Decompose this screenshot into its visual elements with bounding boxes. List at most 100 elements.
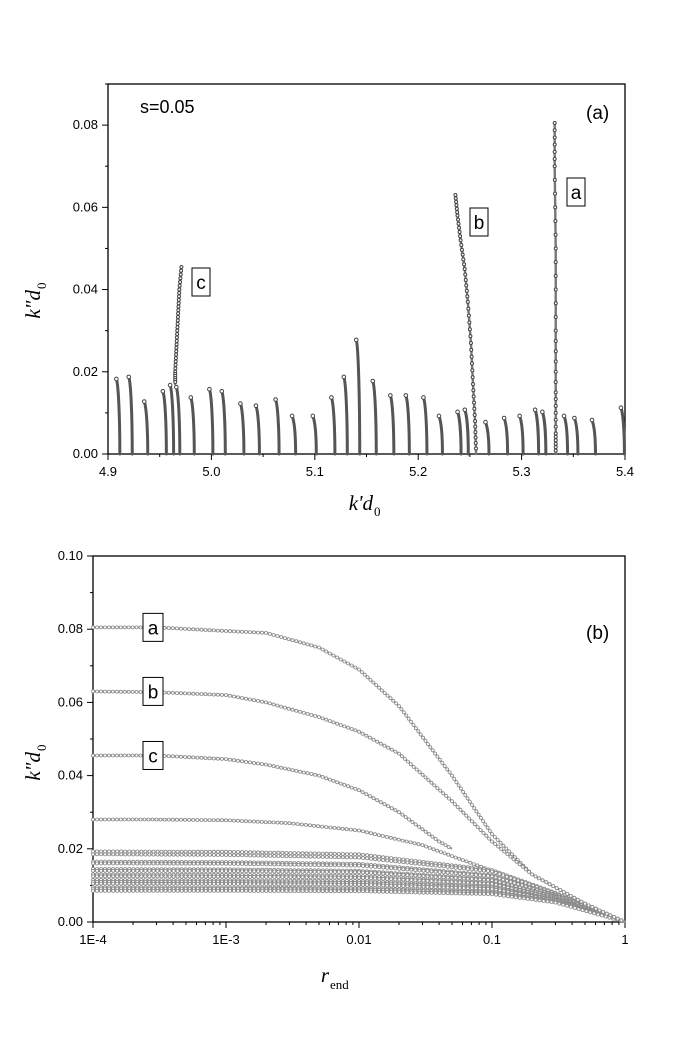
curve-2-point	[304, 851, 309, 856]
curve-12-point	[348, 882, 353, 887]
curve-12-point	[191, 881, 196, 886]
curve-a-point	[99, 625, 103, 630]
curve-5-point	[135, 861, 140, 866]
curve-1-point	[122, 817, 127, 822]
curve-9-point	[369, 876, 374, 881]
curve-b-point	[389, 747, 394, 752]
curve-b-point	[138, 690, 143, 694]
curve-7-point	[429, 874, 434, 879]
curve-1-point	[195, 818, 200, 822]
curve-9-point	[191, 874, 196, 879]
curve-15-point	[445, 891, 450, 896]
curve-2-point	[296, 851, 301, 855]
curve-b-point	[615, 916, 620, 921]
curve-1-point	[255, 819, 260, 824]
curve-9-point	[320, 875, 325, 880]
curve-12-point	[252, 882, 257, 886]
curve-5-point	[421, 868, 426, 873]
curve-5-point	[449, 871, 454, 875]
curve-b-point	[472, 822, 477, 827]
curve-1-point	[408, 840, 413, 845]
curve-c-point	[357, 788, 361, 793]
curve-a-point	[359, 670, 364, 674]
curve-1-point	[388, 835, 393, 840]
curve-3-point	[288, 854, 293, 859]
curve-3-point	[147, 852, 152, 857]
curve-a-point	[215, 628, 220, 633]
curve-5-point	[401, 867, 406, 872]
curve-9-point	[252, 874, 257, 879]
resonance-peak-point	[540, 409, 545, 415]
curve-b-point	[203, 692, 208, 697]
track-c-point	[173, 366, 178, 371]
curve-c-point	[170, 754, 175, 759]
curve-7-point	[389, 872, 394, 877]
curve-a-point	[252, 630, 256, 635]
curve-9-point	[163, 874, 168, 879]
curve-7-point	[328, 870, 333, 874]
curve-15-point	[549, 900, 554, 904]
track-a-point	[553, 232, 558, 237]
curve-a-point	[305, 642, 310, 647]
curve-2-point	[292, 851, 297, 855]
curve-b-point	[275, 703, 280, 708]
curve-9-point	[187, 874, 192, 879]
track-b-point	[472, 400, 477, 405]
curve-7-point	[215, 869, 220, 873]
curve-3-point	[477, 868, 482, 873]
curve-5-point	[220, 861, 224, 866]
track-a-point	[552, 177, 557, 182]
curve-5-point	[127, 861, 132, 866]
curve-a-point	[382, 691, 387, 695]
track-c-point	[176, 301, 181, 306]
panel-a-resonance-tracks	[114, 337, 626, 456]
curve-3-point	[248, 853, 253, 858]
curve-9-point	[195, 874, 200, 879]
curve-b-point	[298, 709, 303, 714]
panel-b-xlabel-sub: end	[330, 977, 349, 992]
curve-b-point	[91, 689, 95, 694]
curve-a-point	[391, 698, 396, 703]
curve-15-point	[215, 889, 220, 893]
curve-1-point	[438, 850, 443, 854]
curve-15-point	[175, 889, 180, 893]
curve-c-point	[423, 829, 428, 834]
curve-15-point	[191, 889, 196, 893]
curve-2-point	[107, 849, 111, 854]
curve-15-point	[494, 892, 498, 897]
curve-c-point	[211, 756, 216, 761]
curve-3-point	[292, 854, 297, 859]
curve-5-point	[131, 861, 136, 866]
curve-7-point	[139, 869, 144, 873]
curve-7-point	[236, 869, 241, 874]
curve-5-point	[272, 862, 277, 867]
curve-15-point	[486, 892, 490, 896]
curve-a-point	[349, 663, 354, 668]
curve-b-point	[530, 872, 534, 877]
curve-5-point	[304, 863, 309, 867]
curve-c-point	[367, 794, 372, 799]
curve-3-point	[199, 853, 204, 857]
curve-1-point	[457, 856, 462, 861]
curve-b-point	[324, 717, 329, 722]
curve-7-point	[163, 869, 168, 873]
curve-15-point	[135, 889, 140, 893]
curve-1-point	[475, 863, 480, 868]
curve-12-point	[179, 881, 184, 886]
curve-c-point	[290, 768, 295, 772]
panel-a-xlabel: k'd	[349, 491, 374, 515]
track-b-point	[466, 306, 471, 311]
track-c-point	[175, 314, 180, 319]
resonance-track	[274, 398, 281, 456]
curve-a-point	[483, 822, 488, 827]
curve-15-point	[505, 894, 510, 899]
curve-b-point	[335, 721, 340, 726]
curve-b-point	[279, 704, 284, 709]
curve-2-point	[155, 849, 160, 854]
curve-b-point	[367, 735, 372, 740]
curve-c-point	[420, 827, 425, 832]
curve-7-point	[232, 869, 237, 874]
track-c-point	[177, 287, 182, 292]
curve-a-point	[487, 829, 492, 833]
curve-b-point	[397, 751, 401, 756]
